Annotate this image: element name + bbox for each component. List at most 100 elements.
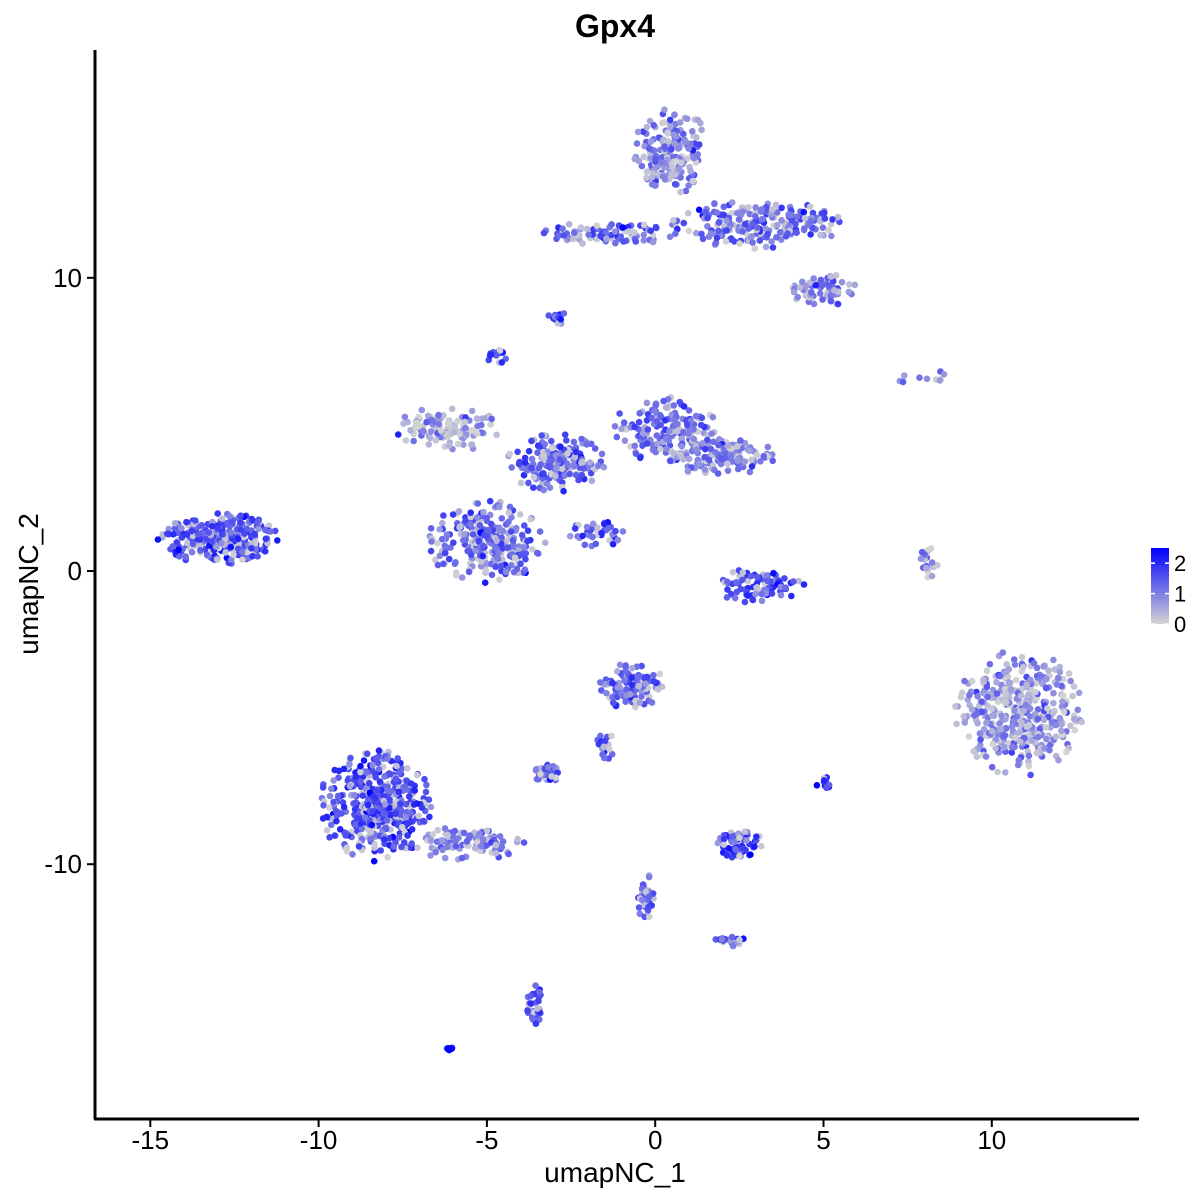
cell-point: [806, 203, 814, 210]
cell-point: [802, 282, 810, 290]
cell-point: [455, 508, 463, 515]
cell-point: [645, 913, 653, 920]
cell-point: [988, 763, 996, 771]
cell-point: [650, 671, 657, 679]
cell-point: [1050, 699, 1057, 707]
cell-point: [650, 121, 657, 129]
cell-point: [670, 217, 677, 224]
cell-point: [1074, 706, 1082, 714]
cell-point: [465, 568, 473, 576]
cell-point: [535, 464, 543, 472]
cell-point: [636, 910, 644, 918]
cell-point: [495, 549, 502, 556]
cell-point: [622, 667, 629, 675]
cell-point: [746, 468, 754, 476]
cell-point: [445, 555, 453, 563]
cell-point: [468, 407, 476, 415]
cell-point: [530, 484, 537, 492]
cell-point: [647, 227, 655, 235]
cell-point: [652, 448, 659, 456]
cell-point: [401, 839, 408, 846]
cell-point: [176, 553, 183, 560]
cell-point: [666, 116, 674, 124]
cell-point: [521, 566, 529, 573]
cell-point: [683, 115, 691, 123]
cell-point: [680, 403, 688, 410]
cell-point: [421, 775, 428, 783]
cell-point: [451, 560, 459, 567]
cell-point: [621, 437, 629, 445]
cell-point: [555, 232, 563, 239]
cell-point: [189, 540, 197, 548]
cell-point: [733, 579, 740, 586]
cell-point: [639, 128, 647, 135]
cell-point: [722, 238, 730, 245]
cell-point: [733, 209, 741, 217]
cell-point: [711, 200, 718, 208]
cell-point: [527, 992, 534, 1000]
cell-point: [183, 518, 190, 526]
cell-point: [331, 832, 339, 839]
cell-point: [441, 549, 449, 557]
cell-point: [774, 221, 781, 229]
cell-point: [372, 755, 380, 762]
cell-point: [390, 843, 398, 850]
cell-point: [1069, 692, 1076, 700]
cell-point: [1033, 749, 1041, 757]
cell-point: [684, 209, 692, 217]
cell-point: [678, 435, 685, 442]
cell-point: [493, 431, 500, 439]
cell-point: [731, 594, 739, 602]
cell-point: [922, 564, 930, 572]
cell-point: [819, 224, 827, 231]
cell-point: [578, 471, 586, 479]
cell-point: [556, 456, 563, 463]
cell-point: [744, 578, 752, 585]
cell-point: [346, 782, 354, 790]
cell-point: [810, 275, 817, 282]
cell-point: [262, 535, 270, 543]
cell-point: [658, 159, 665, 166]
cell-point: [628, 681, 636, 689]
cell-point: [547, 463, 554, 470]
cell-point: [593, 222, 601, 229]
cell-point: [597, 232, 604, 240]
cell-point: [198, 522, 206, 529]
cell-point: [467, 520, 475, 528]
cell-point: [684, 155, 691, 162]
cell-point: [1025, 691, 1032, 699]
cell-point: [374, 786, 381, 793]
cell-point: [541, 441, 548, 448]
cell-point: [807, 218, 815, 225]
cell-point: [1042, 724, 1049, 731]
cell-point: [509, 537, 517, 544]
cell-point: [191, 517, 199, 524]
cell-point: [845, 281, 853, 288]
cell-point: [494, 554, 501, 562]
cell-point: [228, 556, 235, 563]
cell-point: [571, 229, 578, 237]
cell-point: [672, 158, 680, 165]
cell-point: [436, 526, 444, 533]
cell-point: [649, 238, 657, 246]
cell-point: [800, 226, 808, 234]
cell-point: [739, 569, 747, 576]
cell-point: [712, 448, 719, 456]
cell-point: [498, 359, 506, 366]
cell-point: [188, 527, 195, 535]
cell-point: [423, 781, 430, 789]
cell-point: [505, 509, 513, 516]
cell-point: [623, 692, 630, 699]
cell-point: [234, 535, 242, 543]
cell-point: [585, 231, 592, 238]
y-tick-label: -10: [44, 849, 82, 879]
cell-point: [1059, 698, 1066, 705]
cell-point: [665, 138, 672, 145]
cell-point: [724, 460, 731, 468]
cell-point: [517, 479, 525, 487]
cell-point: [1028, 737, 1036, 744]
cell-point: [1036, 725, 1043, 733]
cell-point: [677, 188, 684, 196]
cell-point: [255, 525, 262, 533]
cell-point: [178, 534, 186, 541]
